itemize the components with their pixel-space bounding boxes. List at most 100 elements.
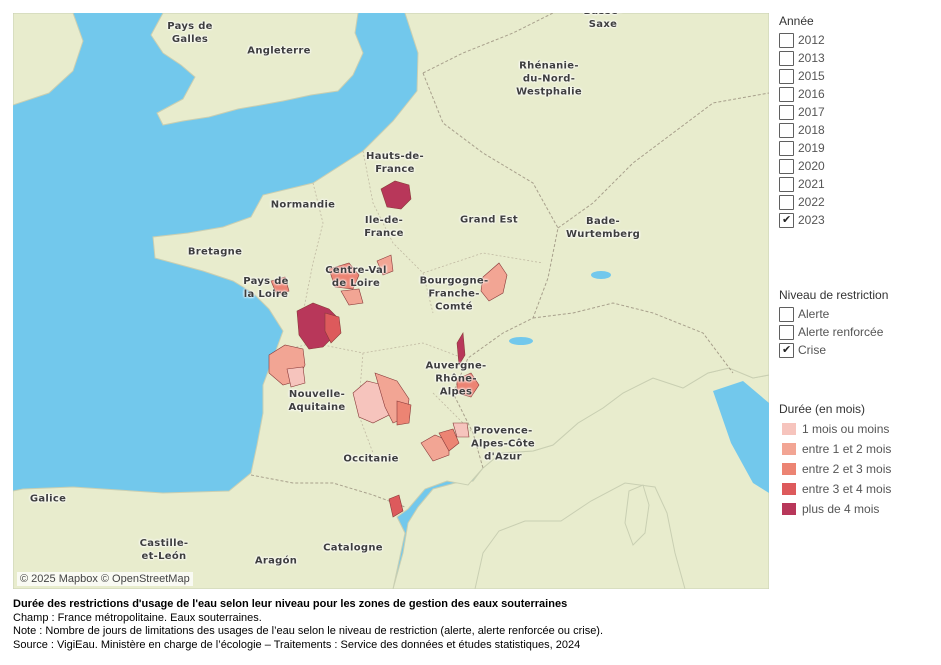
filter-annee-list: 2012 2013 2015 2016 2017 2018 2019 2020 2021 2022… [779,31,939,229]
legend-item[interactable]: entre 3 et 4 mois [779,479,939,499]
country-borders [250,13,769,508]
place-label-ile-de-france: Ile-de- France [364,215,404,239]
place-label-pays-de-la-loire: Pays de la Loire [243,276,289,300]
legend-swatch [782,463,796,475]
annee-checkbox[interactable] [779,140,794,156]
footer-source: Source : VigiEau. Ministère en charge de… [13,638,581,651]
annee-checkbox[interactable] [779,122,794,138]
annee-option[interactable]: 2019 [779,139,939,157]
annee-option[interactable]: 2013 [779,49,939,67]
annee-option[interactable]: 2012 [779,31,939,49]
restriction-zones[interactable] [268,180,508,518]
legend-item[interactable]: plus de 4 mois [779,499,939,519]
legend-item[interactable]: entre 1 et 2 mois [779,439,939,459]
place-label-catalogne: Catalogne [323,542,383,554]
place-label-angleterre: Angleterre [247,45,311,57]
annee-checkbox[interactable] [779,68,794,84]
place-label-bade-wurtemberg: Bade- Wurtemberg [565,216,641,240]
place-label-auvergne: Auvergne- Rhône- Alpes [425,360,487,398]
annee-option[interactable]: 2015 [779,67,939,85]
footer-title: Durée des restrictions d'usage de l'eau … [13,598,568,610]
annee-option-label: 2021 [798,177,825,191]
legend-item-label: entre 2 et 3 mois [802,462,892,476]
ireland-landmass [13,13,84,106]
zone-rhone-2[interactable] [456,332,466,366]
footer-note: Note : Nombre de jours de limitations de… [13,625,604,637]
place-label-pays-de-galles: Pays de Galles [167,21,213,45]
niveau-option[interactable]: Alerte renforcée [779,323,939,341]
place-label-bretagne: Bretagne [187,246,243,258]
annee-checkbox[interactable] [779,158,794,174]
niveau-checkbox[interactable] [779,342,794,358]
legend-item-label: entre 1 et 2 mois [802,442,892,456]
annee-option[interactable]: 2018 [779,121,939,139]
legend: Durée (en mois) 1 mois ou moins entre 1 e… [779,402,939,519]
zone-hauts-de-france[interactable] [380,180,412,210]
niveau-checkbox[interactable] [779,324,794,340]
place-label-castille: Castille- et-León [139,538,189,562]
annee-option[interactable]: 2021 [779,175,939,193]
annee-checkbox[interactable] [779,86,794,102]
filter-annee-title: Année [779,14,814,28]
annee-option-label: 2012 [798,33,825,47]
legend-item[interactable]: entre 2 et 3 mois [779,459,939,479]
annee-option-label: 2013 [798,51,825,65]
annee-option[interactable]: 2020 [779,157,939,175]
corsica-landmass [624,484,650,546]
legend-item-label: plus de 4 mois [802,502,880,516]
annee-checkbox[interactable] [779,176,794,192]
place-label-provence: Provence- Alpes-Côte d'Azur [471,425,535,463]
annee-option-label: 2023 [798,213,825,227]
place-label-basse-saxe: Basse- Saxe [583,13,622,30]
zone-gard-2[interactable] [438,428,460,452]
annee-checkbox[interactable] [779,32,794,48]
annee-option-label: 2018 [798,123,825,137]
annee-option-label: 2017 [798,105,825,119]
legend-title: Durée (en mois) [779,402,866,416]
zone-centre-val-de-loire-1[interactable] [328,262,360,290]
zone-pays-de-la-loire[interactable] [270,276,290,296]
annee-option[interactable]: 2023 [779,211,939,229]
great-britain-landmass [150,13,364,126]
place-label-hauts-de-france: Hauts-de- France [366,151,424,175]
legend-swatch [782,423,796,435]
niveau-option[interactable]: Alerte [779,305,939,323]
map-attribution[interactable]: © 2025 Mapbox © OpenStreetMap [17,572,193,586]
niveau-option-label: Crise [798,343,827,357]
zone-rhone-1[interactable] [456,372,480,398]
niveau-option-label: Alerte renforcée [798,325,884,339]
annee-option[interactable]: 2017 [779,103,939,121]
place-label-nouvelle-aquitaine: Nouvelle- Aquitaine [288,389,346,413]
annee-checkbox[interactable] [779,194,794,210]
annee-option-label: 2016 [798,87,825,101]
zone-poitou-2[interactable] [324,312,342,344]
legend-item[interactable]: 1 mois ou moins [779,419,939,439]
annee-checkbox[interactable] [779,212,794,228]
zone-gard-3[interactable] [452,422,470,438]
adriatic-sea [713,381,769,493]
zone-bourgogne[interactable] [480,262,508,302]
annee-option[interactable]: 2022 [779,193,939,211]
zone-charente-2[interactable] [286,366,306,388]
filter-niveau-list: Alerte Alerte renforcée Crise [779,305,939,359]
annee-option-label: 2022 [798,195,825,209]
legend-swatch [782,503,796,515]
legend-item-label: entre 3 et 4 mois [802,482,892,496]
place-label-bourgogne: Bourgogne- Franche- Comté [419,275,489,313]
map-canvas[interactable] [13,13,769,589]
annee-option[interactable]: 2016 [779,85,939,103]
annee-checkbox[interactable] [779,104,794,120]
legend-swatch [782,443,796,455]
annee-checkbox[interactable] [779,50,794,66]
legend-swatch [782,483,796,495]
annee-option-label: 2019 [798,141,825,155]
zone-dordogne-3[interactable] [396,400,412,426]
niveau-checkbox[interactable] [779,306,794,322]
place-label-galice: Galice [29,493,67,505]
niveau-option-label: Alerte [798,307,830,321]
niveau-option[interactable]: Crise [779,341,939,359]
zone-centre-nord[interactable] [376,254,394,276]
zone-centre-val-de-loire-2[interactable] [340,288,364,306]
map-view[interactable]: Pays de Galles Angleterre Basse- Saxe Rhéna… [13,13,769,589]
zone-pyrenees-orientales[interactable] [388,494,404,518]
